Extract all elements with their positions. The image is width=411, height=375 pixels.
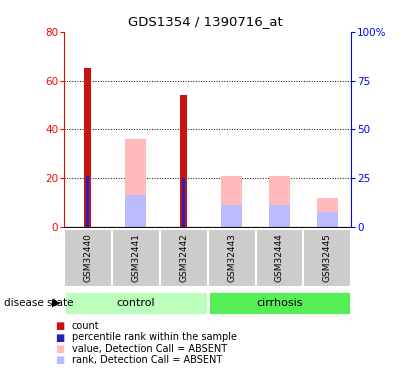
Bar	[316, 198, 338, 227]
Text: GSM32442: GSM32442	[179, 233, 188, 282]
Text: GSM32444: GSM32444	[275, 233, 284, 282]
Text: GSM32440: GSM32440	[83, 233, 92, 282]
Bar	[221, 176, 242, 227]
Bar	[180, 95, 187, 227]
Text: ■: ■	[55, 344, 65, 354]
Text: count: count	[72, 321, 99, 331]
Bar	[64, 291, 208, 315]
Bar	[221, 205, 242, 227]
Text: disease state: disease state	[4, 298, 74, 308]
Text: ▶: ▶	[52, 298, 60, 308]
Text: GSM32445: GSM32445	[323, 233, 332, 282]
Bar	[125, 195, 146, 227]
Text: control: control	[116, 298, 155, 308]
Text: GSM32441: GSM32441	[131, 233, 140, 282]
Text: cirrhosis: cirrhosis	[256, 298, 303, 308]
Text: ■: ■	[55, 321, 65, 331]
Text: rank, Detection Call = ABSENT: rank, Detection Call = ABSENT	[72, 355, 222, 365]
Text: ■: ■	[55, 355, 65, 365]
Text: ■: ■	[55, 333, 65, 342]
Bar	[316, 212, 338, 227]
Text: percentile rank within the sample: percentile rank within the sample	[72, 333, 237, 342]
Bar	[269, 205, 290, 227]
Bar	[86, 176, 89, 227]
Text: GSM32443: GSM32443	[227, 233, 236, 282]
Bar	[208, 291, 351, 315]
Bar	[125, 139, 146, 227]
Text: GDS1354 / 1390716_at: GDS1354 / 1390716_at	[128, 15, 283, 28]
Text: value, Detection Call = ABSENT: value, Detection Call = ABSENT	[72, 344, 227, 354]
Bar	[269, 176, 290, 227]
Bar	[84, 68, 91, 227]
Bar	[182, 178, 185, 227]
